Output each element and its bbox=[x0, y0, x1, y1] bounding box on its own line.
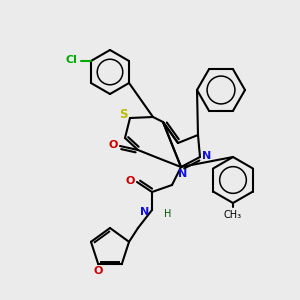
Text: O: O bbox=[125, 176, 135, 186]
Text: S: S bbox=[119, 109, 127, 122]
Text: N: N bbox=[202, 151, 211, 161]
Text: N: N bbox=[178, 169, 188, 179]
Text: O: O bbox=[108, 140, 118, 150]
Text: N: N bbox=[140, 207, 150, 217]
Text: H: H bbox=[164, 209, 172, 219]
Text: CH₃: CH₃ bbox=[224, 210, 242, 220]
Text: Cl: Cl bbox=[65, 55, 77, 65]
Text: O: O bbox=[94, 266, 103, 276]
